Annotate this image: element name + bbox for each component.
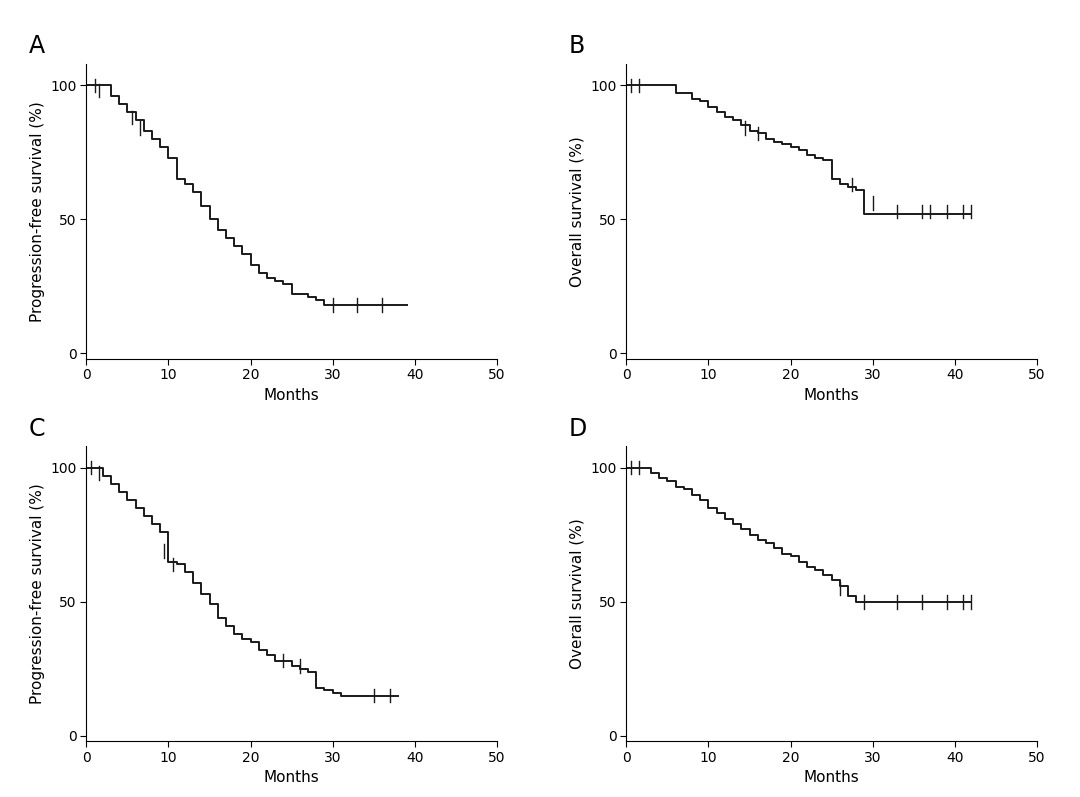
X-axis label: Months: Months bbox=[264, 771, 320, 786]
Text: B: B bbox=[569, 34, 585, 58]
Y-axis label: Overall survival (%): Overall survival (%) bbox=[570, 518, 584, 669]
Text: A: A bbox=[29, 34, 45, 58]
Y-axis label: Progression-free survival (%): Progression-free survival (%) bbox=[30, 484, 44, 704]
Y-axis label: Progression-free survival (%): Progression-free survival (%) bbox=[30, 101, 44, 321]
Text: D: D bbox=[569, 417, 588, 441]
X-axis label: Months: Months bbox=[804, 388, 860, 403]
X-axis label: Months: Months bbox=[264, 388, 320, 403]
X-axis label: Months: Months bbox=[804, 771, 860, 786]
Y-axis label: Overall survival (%): Overall survival (%) bbox=[570, 135, 584, 287]
Text: C: C bbox=[29, 417, 45, 441]
